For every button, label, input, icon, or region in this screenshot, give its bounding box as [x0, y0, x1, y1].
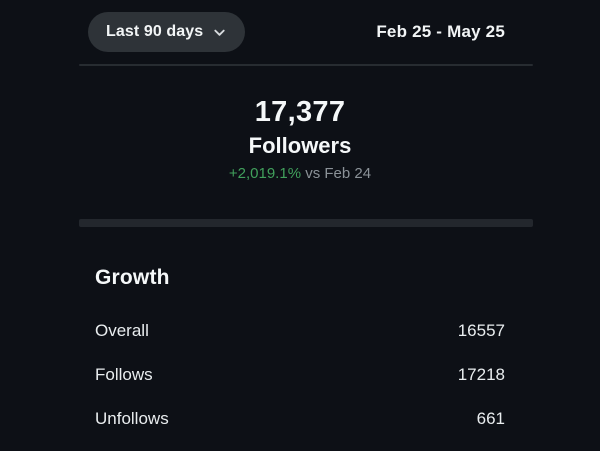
growth-row-label: Follows [95, 365, 153, 384]
growth-row-unfollows: Unfollows 661 [95, 397, 505, 441]
date-range-label: Feb 25 - May 25 [376, 22, 505, 41]
growth-title: Growth [95, 266, 170, 289]
section-separator [79, 219, 533, 227]
delta-percentage: +2,019.1% [228, 165, 302, 182]
date-range-selector-label: Last 90 days [106, 23, 204, 40]
growth-rows: Overall 16557 Follows 17218 Unfollows 66… [95, 309, 505, 441]
followers-summary: 17,377 Followers +2,019.1% vs Feb 24 [0, 66, 600, 184]
growth-section: Growth Overall 16557 Follows 17218 Unfol… [0, 227, 600, 441]
date-range-selector-button[interactable]: Last 90 days [88, 12, 246, 52]
growth-row-label: Overall [95, 321, 149, 340]
growth-row-follows: Follows 17218 [95, 353, 505, 397]
followers-label: Followers [248, 133, 352, 158]
growth-row-value: 17218 [457, 365, 505, 384]
growth-row-value: 661 [476, 409, 505, 428]
followers-delta: +2,019.1% vs Feb 24 [0, 164, 600, 184]
header-divider [79, 64, 533, 66]
growth-row-overall: Overall 16557 [95, 309, 505, 353]
delta-comparison: vs Feb 24 [305, 165, 372, 182]
followers-count: 17,377 [254, 96, 346, 128]
growth-row-value: 16557 [457, 321, 505, 340]
growth-row-label: Unfollows [95, 409, 169, 428]
header: Last 90 days Feb 25 - May 25 [0, 0, 600, 52]
chevron-down-icon [212, 25, 227, 40]
